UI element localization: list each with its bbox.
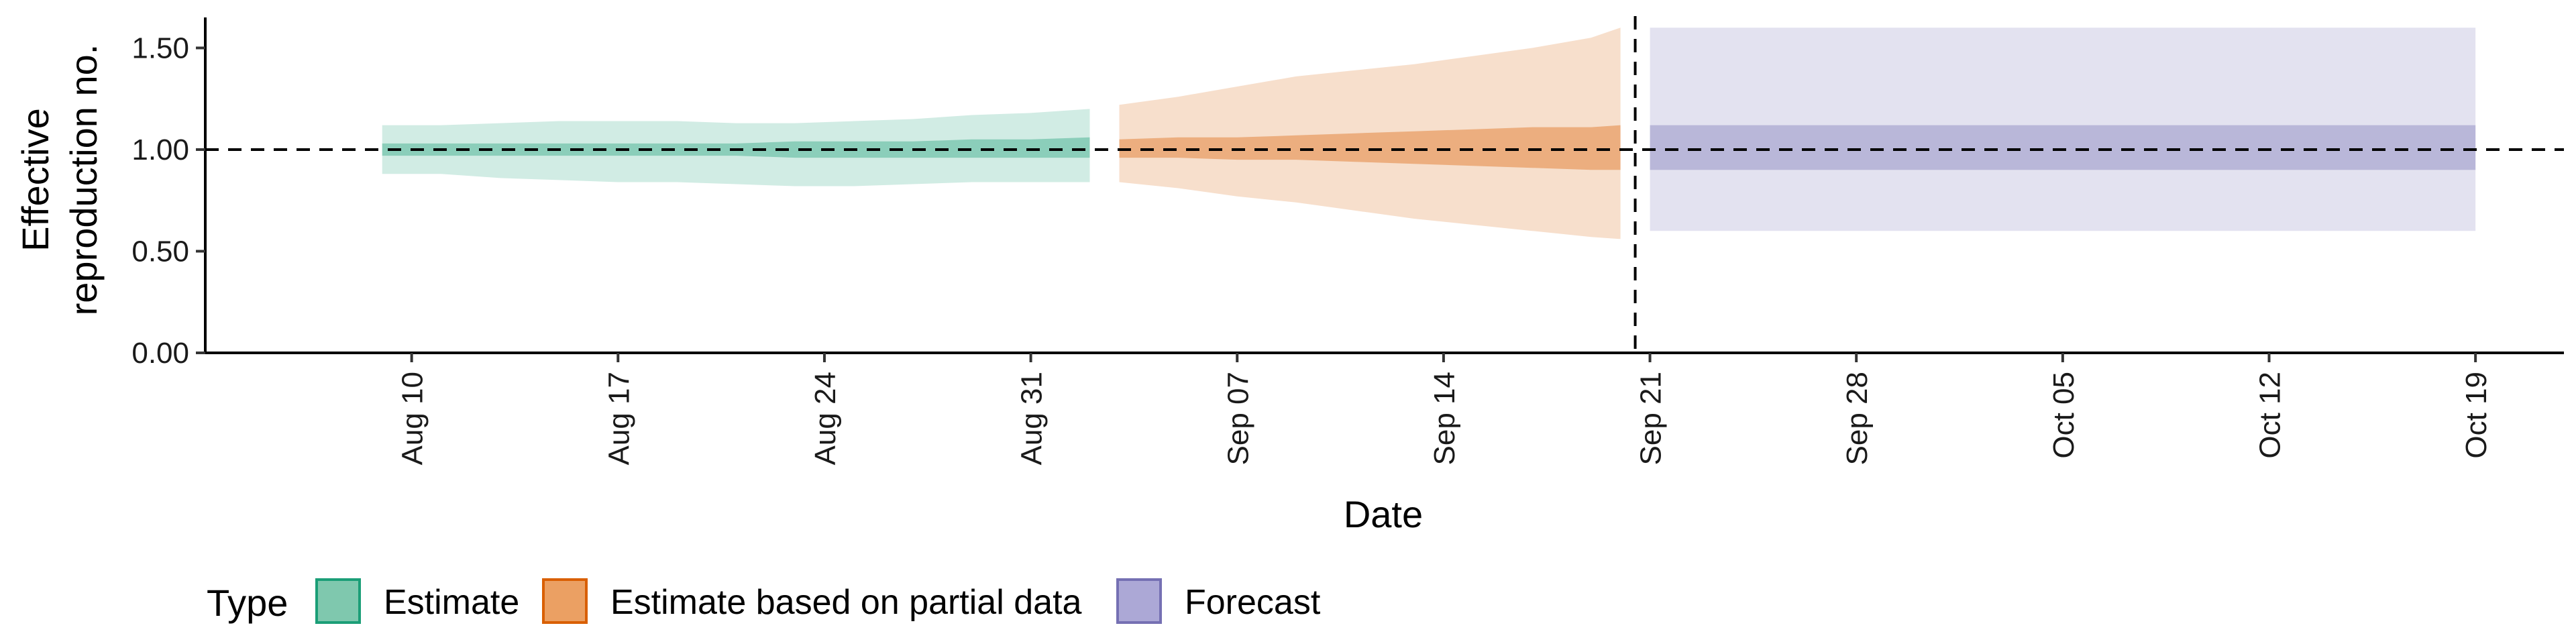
x-axis-title: Date <box>1344 493 1423 535</box>
y-tick-label: 1.50 <box>131 32 189 64</box>
x-tick-label: Sep 21 <box>1635 372 1668 465</box>
band-outer-estimate-based-on-partial-data <box>1119 28 1621 239</box>
y-tick-label: 1.00 <box>131 133 189 166</box>
y-tick-label: 0.00 <box>131 337 189 370</box>
x-tick-label: Aug 10 <box>396 372 429 465</box>
legend-key-partial <box>542 578 588 624</box>
legend-label-estimate: Estimate <box>384 583 519 622</box>
band-inner-estimate-based-on-partial-data <box>1119 125 1621 170</box>
legend-key-estimate <box>315 578 361 624</box>
y-ticks: 0.00 0.50 1.00 1.50 <box>131 32 205 370</box>
x-tick-label: Sep 07 <box>1222 372 1254 465</box>
x-tick-label: Aug 17 <box>602 372 635 465</box>
band-outer-estimate <box>382 109 1090 186</box>
x-tick-label: Oct 12 <box>2254 372 2287 459</box>
y-axis-title: Effective reproduction no. <box>14 44 105 316</box>
y-axis-title-line-2: reproduction no. <box>62 44 105 316</box>
x-tick-label: Sep 28 <box>1841 372 1874 465</box>
ribbon-layer <box>382 28 2476 239</box>
x-tick-label: Aug 31 <box>1016 372 1049 465</box>
y-axis-title-line-1: Effective <box>14 108 56 252</box>
legend-label-forecast: Forecast <box>1185 583 1321 622</box>
x-tick-label: Aug 24 <box>809 372 842 465</box>
x-tick-label: Oct 05 <box>2047 372 2080 459</box>
axes-layer <box>204 17 2564 354</box>
legend: Type Estimate Estimate based on partial … <box>207 578 1321 624</box>
x-tick-label: Sep 14 <box>1428 372 1461 465</box>
band-outer-forecast <box>1650 28 2476 231</box>
legend-label-partial: Estimate based on partial data <box>610 583 1082 622</box>
band-inner-forecast <box>1650 125 2476 170</box>
legend-key-forecast <box>1116 578 1162 624</box>
x-tick-label: Oct 19 <box>2460 372 2493 459</box>
band-inner-estimate <box>382 137 1090 158</box>
legend-title: Type <box>207 582 288 624</box>
y-tick-label: 0.50 <box>131 235 189 268</box>
x-ticks: Aug 10 Aug 17 Aug 24 Aug 31 Sep 07 Sep 14 Sep … <box>396 353 2493 465</box>
